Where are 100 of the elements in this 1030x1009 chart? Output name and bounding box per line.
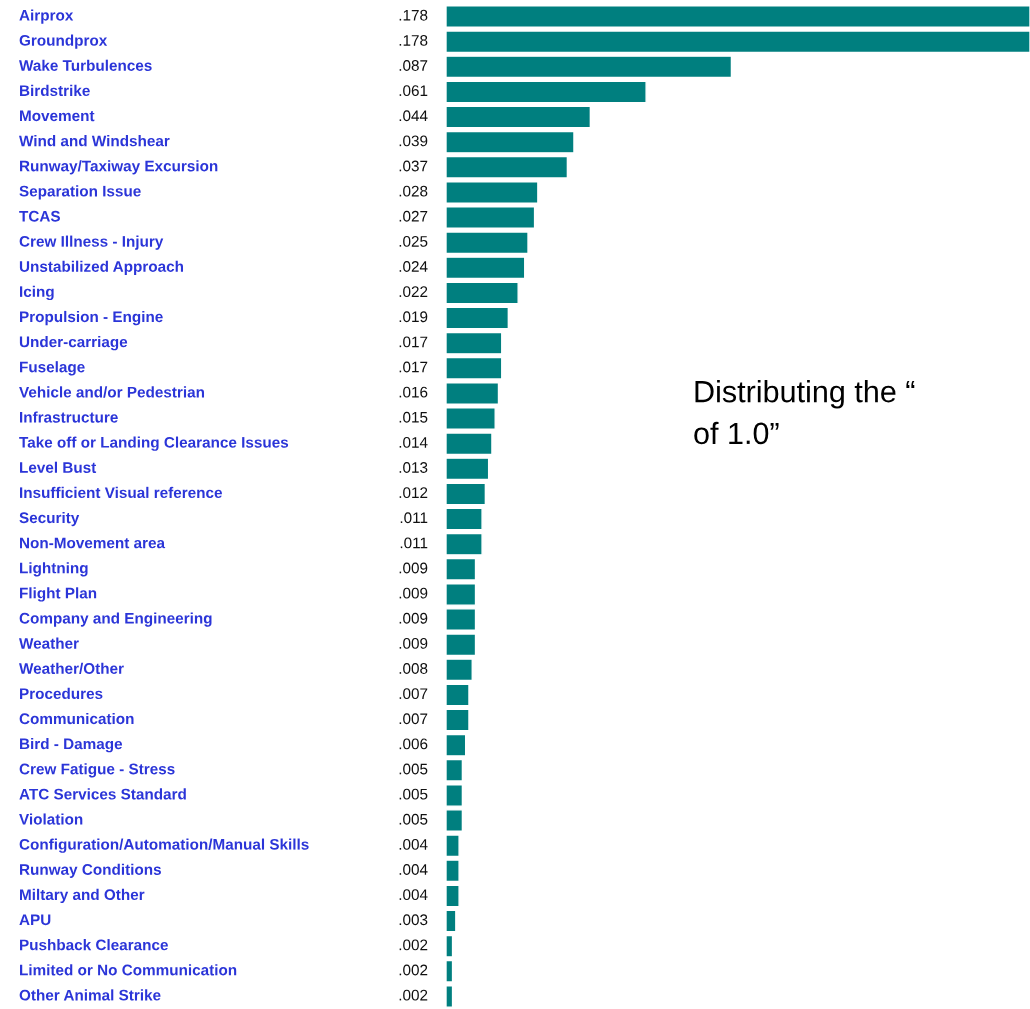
y-tick-label: Runway Conditions (20, 863, 161, 878)
bar (446, 608, 477, 631)
y-tick-label: Runway/Taxiway Excursion (20, 160, 218, 175)
y-tick-label: Miltary and Other (20, 888, 145, 904)
y-tick-label: TCAS (19, 210, 60, 222)
bar (446, 507, 483, 531)
bar (446, 909, 457, 933)
data-label: .007 (399, 713, 428, 725)
bar (446, 356, 503, 380)
bar (446, 5, 1030, 28)
data-label: .017 (399, 336, 428, 348)
data-label: .044 (399, 110, 428, 122)
data-label: .002 (399, 989, 428, 1001)
y-tick-label: Communication (19, 712, 134, 725)
bar (446, 959, 454, 983)
bar (446, 758, 464, 782)
bar (446, 633, 477, 657)
data-label: .008 (399, 663, 428, 674)
data-label: .004 (399, 864, 428, 875)
bar (446, 809, 464, 832)
data-label: .002 (399, 939, 428, 951)
bar (446, 231, 529, 255)
bar (446, 80, 647, 104)
y-tick-label: Infrastructure (20, 411, 118, 423)
y-tick-label: Weather/Other (19, 662, 124, 675)
data-label: .027 (399, 210, 428, 222)
data-label: .009 (399, 612, 428, 624)
y-tick-label: Airprox (19, 9, 74, 24)
y-tick-label: Flight Plan (20, 587, 97, 602)
data-label: .011 (400, 537, 428, 549)
y-tick-label: Wind and Windshear (19, 135, 170, 147)
bar (446, 206, 536, 229)
y-tick-label: Level Bust (20, 461, 97, 473)
bar (446, 306, 510, 330)
data-label: .007 (399, 688, 428, 700)
bar (446, 105, 592, 129)
bar (446, 457, 490, 481)
bar (446, 834, 460, 858)
data-label: .028 (399, 185, 428, 197)
data-label: .178 (399, 34, 428, 46)
y-tick-label: Security (19, 511, 80, 527)
y-tick-label: APU (19, 914, 51, 926)
y-tick-label: Lightning (20, 562, 88, 577)
bar (446, 130, 575, 154)
y-tick-label: ATC Services Standard (19, 788, 186, 800)
data-label: .025 (399, 235, 428, 247)
y-tick-label: Configuration/Automation/Manual Skills (19, 838, 309, 853)
bar (446, 884, 460, 908)
data-label: .009 (399, 587, 428, 599)
bar (446, 859, 460, 883)
data-label: .004 (399, 889, 428, 901)
bar (446, 155, 569, 179)
data-label: .004 (399, 838, 428, 850)
bar (446, 733, 467, 757)
bar (446, 482, 487, 506)
data-label: .011 (400, 512, 428, 524)
y-tick-label: Procedures (20, 687, 103, 700)
y-tick-label: Propulsion - Engine (20, 310, 163, 326)
bar (446, 583, 477, 606)
bar (446, 256, 526, 280)
bar (446, 407, 496, 430)
y-tick-label: Wake Turbulences (19, 59, 152, 71)
bar (446, 55, 733, 79)
y-tick-label: Weather (19, 637, 79, 649)
bar (446, 432, 493, 456)
data-label: .002 (399, 964, 428, 976)
y-tick-label: Movement (20, 110, 95, 122)
y-tick-label: Non-Movement area (20, 537, 166, 549)
bar (446, 658, 473, 682)
data-label: .061 (399, 85, 428, 97)
data-label: .022 (399, 286, 428, 298)
bar (446, 331, 503, 355)
y-tick-label: Other Animal Strike (19, 989, 161, 1001)
y-tick-label: Bird - Damage (20, 738, 123, 753)
y-tick-label: Violation (19, 813, 83, 825)
data-label: .012 (399, 487, 428, 499)
data-label: .178 (399, 9, 428, 21)
y-tick-label: Vehicle and/or Pedestrian (19, 386, 205, 398)
y-tick-label: Company and Engineering (19, 612, 212, 627)
bar (446, 985, 454, 1008)
bar (446, 557, 477, 581)
data-label: .009 (399, 637, 428, 649)
y-tick-label: Fuselage (20, 361, 85, 376)
bar (446, 784, 464, 807)
data-label: .003 (399, 914, 428, 926)
data-label: .005 (399, 763, 428, 775)
data-label: .005 (399, 813, 428, 825)
data-label: .017 (399, 361, 428, 373)
bar (446, 683, 470, 707)
bar (446, 181, 539, 204)
data-label: .019 (399, 311, 428, 323)
data-label: .016 (399, 386, 428, 398)
data-label: .013 (399, 462, 428, 473)
y-tick-label: Take off or Landing Clearance Issues (19, 436, 289, 451)
y-tick-label: Under-carriage (19, 336, 128, 351)
y-tick-label: Crew Fatigue - Stress (19, 763, 175, 778)
annotation: Distributing the “ of 1.0” (694, 380, 915, 445)
bar (446, 382, 500, 405)
y-tick-label: Limited or No Communication (20, 964, 237, 976)
data-label: .009 (399, 562, 428, 574)
